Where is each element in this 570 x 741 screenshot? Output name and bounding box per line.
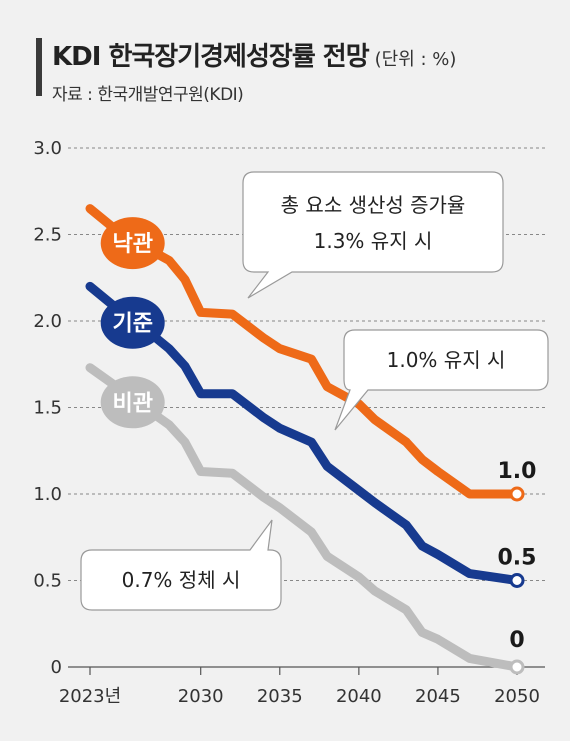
series-name-pessimistic: 비관 xyxy=(112,391,152,416)
series-name-baseline: 기준 xyxy=(112,312,152,337)
x-tick-label: 2023년 xyxy=(59,686,121,707)
series-end-point-optimistic xyxy=(511,488,523,500)
callout-optimistic-line2: 1.3% 유지 시 xyxy=(314,229,433,253)
series-end-point-baseline xyxy=(511,575,523,587)
x-axis: 2023년 2030 2035 2040 2045 2050 xyxy=(59,667,545,707)
x-tick-label: 2045 xyxy=(415,686,461,707)
x-tick-label: 2040 xyxy=(336,686,382,707)
series-end-point-pessimistic xyxy=(511,661,523,673)
series-name-optimistic: 낙관 xyxy=(112,232,152,257)
y-tick-label: 2.0 xyxy=(33,311,62,332)
end-value-label-pessimistic: 0 xyxy=(509,628,524,653)
y-tick-label: 1.5 xyxy=(33,398,62,419)
callout-optimistic: 총 요소 생산성 증가율 1.3% 유지 시 xyxy=(243,172,503,298)
y-tick-label: 3.0 xyxy=(33,138,62,159)
x-tick-label: 2030 xyxy=(178,686,224,707)
callout-optimistic-line1: 총 요소 생산성 증가율 xyxy=(281,193,466,217)
y-tick-label: 2.5 xyxy=(33,225,62,246)
x-tick-label: 2050 xyxy=(494,686,540,707)
callout-baseline-text: 1.0% 유지 시 xyxy=(387,348,506,372)
callout-pessimistic: 0.7% 정체 시 xyxy=(81,520,281,610)
x-tick-label: 2035 xyxy=(257,686,303,707)
end-value-label-baseline: 0.5 xyxy=(498,546,537,571)
callout-pessimistic-box xyxy=(81,520,281,610)
y-tick-label: 0 xyxy=(51,657,62,678)
y-tick-label: 1.0 xyxy=(33,484,62,505)
y-axis: 0 0.5 1.0 1.5 2.0 2.5 3.0 xyxy=(33,138,62,678)
callout-pessimistic-text: 0.7% 정체 시 xyxy=(122,568,241,592)
end-value-label-optimistic: 1.0 xyxy=(498,459,537,484)
y-tick-label: 0.5 xyxy=(33,571,62,592)
